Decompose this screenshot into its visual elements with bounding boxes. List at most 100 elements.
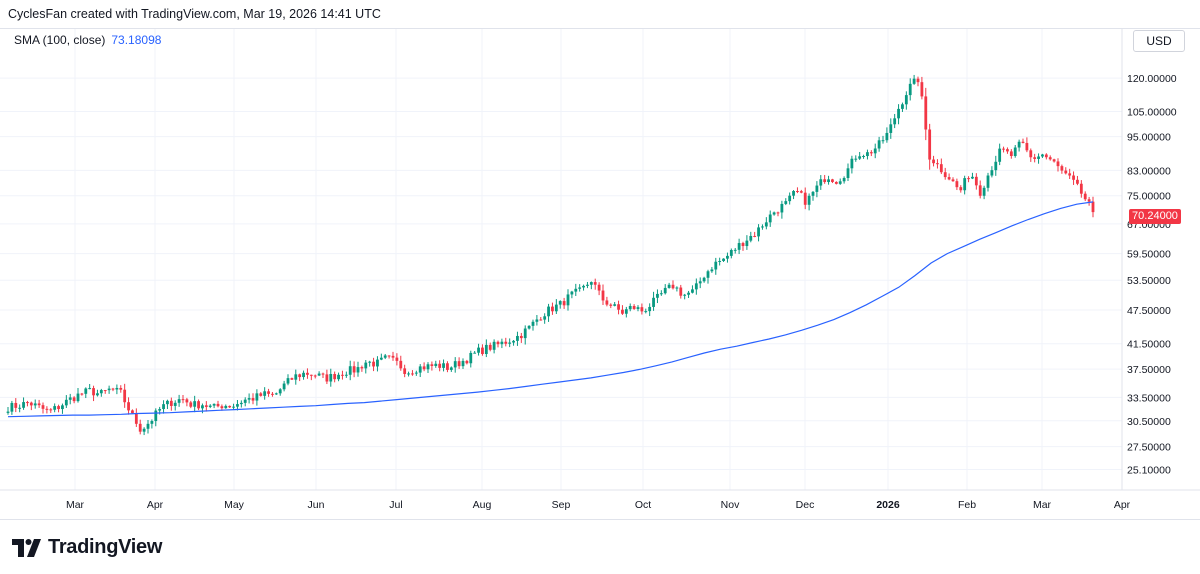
candle-body [344, 374, 348, 376]
candle-body [718, 260, 722, 262]
attribution-header: CyclesFan created with TradingView.com, … [8, 7, 381, 21]
candle-body [154, 410, 158, 422]
candle-body [990, 170, 994, 176]
candle-body [656, 293, 659, 298]
candle-body [239, 402, 243, 405]
time-tick-label: Apr [1114, 499, 1131, 511]
candle-body [1048, 157, 1052, 160]
candle-body [652, 297, 655, 307]
tradingview-logo[interactable]: TradingView [12, 536, 162, 559]
candle-body [792, 191, 795, 196]
candle-body [897, 108, 900, 119]
candle-body [224, 405, 228, 409]
candle-body [531, 321, 535, 326]
candle-body [368, 361, 372, 363]
candle-body [691, 289, 694, 293]
candle-body [247, 398, 251, 400]
candle-body [722, 258, 725, 261]
candle-body [609, 304, 613, 306]
candle-body [772, 212, 776, 215]
candle-body [255, 393, 259, 401]
candle-body [726, 255, 729, 259]
candle-body [383, 355, 387, 358]
candle-body [169, 400, 173, 406]
candle-body [64, 399, 68, 406]
candle-body [1079, 183, 1083, 194]
candle-body [1091, 201, 1095, 213]
price-tick-label: 27.50000 [1127, 442, 1171, 454]
time-tick-label: Apr [147, 499, 164, 511]
candle-body [636, 307, 640, 309]
candle-body [885, 132, 889, 141]
candle-body [111, 388, 115, 390]
candle-body [6, 411, 10, 413]
candle-body [348, 366, 352, 375]
candle-body [376, 359, 379, 367]
price-tick-label: 53.50000 [1127, 275, 1171, 287]
candle-body [29, 402, 33, 406]
price-axis[interactable]: 120.00000 105.00000 95.00000 83.00000 75.000… [1127, 73, 1177, 476]
candle-body [807, 195, 811, 205]
candle-body [119, 387, 123, 390]
candle-body [1064, 170, 1068, 174]
candle-body [461, 360, 465, 367]
candle-body [881, 140, 885, 142]
candle-body [352, 366, 356, 373]
candle-body [1002, 148, 1005, 150]
candle-body [57, 406, 60, 410]
candle-body [33, 403, 37, 406]
candle-body [939, 164, 943, 173]
candle-body [181, 399, 185, 401]
tradingview-logo-icon [12, 538, 41, 557]
candle-body [220, 406, 224, 409]
candle-body [558, 301, 562, 305]
candle-body [158, 409, 162, 411]
sma-legend-label: SMA (100, close) [14, 33, 106, 47]
price-tick-label: 75.00000 [1127, 191, 1171, 203]
candle-body [811, 191, 815, 196]
candle-body [632, 306, 636, 309]
candle-body [329, 373, 333, 382]
candle-body [947, 177, 951, 180]
candle-body [679, 287, 683, 296]
candle-body [1041, 154, 1044, 157]
candle-body [49, 409, 53, 411]
candle-body [251, 398, 255, 401]
time-tick-label: Jul [389, 499, 402, 511]
candle-body [45, 408, 49, 410]
candle-body [858, 156, 862, 159]
candle-body [780, 203, 784, 213]
candle-body [764, 222, 768, 227]
time-axis[interactable]: Mar Apr May Jun Jul Aug Sep Oct Nov Dec 2026 Feb Mar… [66, 499, 1131, 511]
candle-body [951, 179, 955, 182]
candle-body [208, 405, 212, 407]
candle-body [204, 405, 208, 407]
candle-body [640, 307, 644, 312]
candle-body [193, 401, 197, 407]
candle-body [519, 335, 523, 339]
candle-body [974, 176, 978, 186]
candle-body [982, 187, 986, 196]
candle-body [908, 83, 912, 96]
price-tick-label: 30.50000 [1127, 416, 1171, 428]
time-tick-label: Oct [635, 499, 651, 511]
candle-body [496, 341, 500, 345]
candle-body [162, 404, 165, 410]
candle-body [442, 363, 445, 368]
candle-body [282, 383, 286, 390]
candle-body [26, 402, 29, 404]
candle-body [379, 357, 383, 360]
candles [6, 74, 1095, 436]
candle-body [84, 388, 88, 394]
candle-body [61, 405, 64, 410]
candle-body [823, 179, 827, 183]
candle-body [37, 403, 41, 406]
currency-button[interactable]: USD [1133, 30, 1185, 52]
candle-body [228, 405, 232, 408]
candle-body [76, 393, 80, 402]
sma-legend[interactable]: SMA (100, close) 73.18098 [14, 33, 161, 47]
candle-body [22, 402, 25, 408]
candle-body [624, 309, 628, 314]
candle-body [146, 423, 150, 429]
